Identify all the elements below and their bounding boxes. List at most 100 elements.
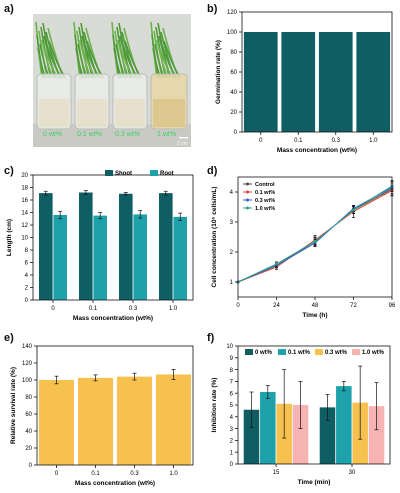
panel-label-d: d) [207, 165, 218, 177]
y-tick-label: 0 [230, 462, 234, 468]
legend-marker [246, 182, 249, 186]
bar [93, 215, 107, 300]
y-axis-label: Cell concentration (10⁵ cells/mL) [211, 187, 218, 288]
panel-label-a: a) [4, 3, 14, 15]
bar [319, 407, 336, 464]
legend-marker [246, 198, 249, 202]
y-tick-label: 10 [226, 344, 233, 350]
x-axis-label: Time (h) [302, 312, 327, 319]
y-tick-label: 6 [230, 391, 234, 397]
chart-c-length: 0 0.1 0.3 1.0 0 2 4 6 8 10 12 14 16 18 20 Length (cm) Ma… [6, 170, 194, 322]
y-tick-label: 20 [21, 173, 28, 179]
y-tick-label: 4 [230, 190, 234, 196]
chart-e-survival: 0 0.1 0.3 1.0 0 20 40 60 80 100 120 140 Relative sur… [10, 344, 194, 487]
y-tick-label: 3 [230, 427, 234, 433]
y-tick-label: 4 [230, 415, 234, 421]
photo-label-0-1: 0.1 wt% [77, 131, 102, 138]
y-tick-label: 2 [230, 439, 234, 445]
y-axis-label: Germination rate (%) [215, 40, 222, 104]
legend-label: 0.1 wt% [255, 190, 275, 196]
bar [173, 216, 187, 300]
bar [318, 32, 353, 132]
x-axis-label: Mass concentration (wt%) [277, 147, 357, 154]
legend-label: Root [160, 171, 174, 177]
legend-marker [246, 206, 249, 210]
y-tick-label: 14 [21, 211, 28, 217]
x-tick-label: 48 [312, 303, 319, 309]
x-tick-label: 72 [350, 303, 357, 309]
y-tick-label: 0 [25, 298, 29, 304]
bar [159, 193, 173, 300]
panel-label-e: e) [4, 332, 14, 344]
photo-label-0-3: 0.3 wt% [115, 131, 140, 138]
y-tick-label: 2 [25, 286, 29, 292]
y-tick-label: 140 [22, 344, 33, 350]
y-tick-label: 20 [25, 446, 32, 452]
bar [243, 32, 278, 132]
legend-swatch [150, 170, 158, 176]
legend-label: 0 wt% [255, 350, 273, 356]
y-tick-label: 20 [230, 110, 237, 116]
x-tick-label: 0 [259, 138, 263, 144]
y-tick-label: 16 [21, 198, 28, 204]
legend-label: 0.3 wt% [325, 350, 348, 356]
bar [356, 32, 391, 132]
y-tick-label: 40 [25, 429, 32, 435]
x-tick-label: 96 [389, 303, 396, 309]
bar [53, 215, 67, 300]
legend-label: 1.0 wt% [362, 350, 385, 356]
legend-swatch [245, 349, 253, 355]
x-tick-label: 24 [273, 303, 280, 309]
panel-label-f: f) [207, 332, 215, 344]
y-tick-label: 1 [230, 280, 234, 286]
bar [38, 380, 75, 465]
x-tick-label: 1.0 [169, 306, 178, 312]
legend-swatch [352, 349, 360, 355]
y-tick-label: 1 [230, 450, 234, 456]
y-tick-label: 100 [227, 30, 238, 36]
x-axis-label: Mass concentration (wt%) [75, 480, 155, 487]
bar [133, 214, 147, 300]
legend-label: 1.0 wt% [255, 206, 275, 212]
y-tick-label: 80 [230, 50, 237, 56]
y-tick-label: 10 [21, 236, 28, 242]
x-tick-label: 0 [51, 306, 55, 312]
y-tick-label: 0 [234, 130, 238, 136]
containers [36, 73, 188, 130]
seedling-photo: 0 wt% 0.1 wt% 0.3 wt% 1 wt% 2 cm [33, 14, 191, 147]
x-axis-label: Mass concentration (wt%) [73, 315, 153, 322]
y-tick-label: 0 [29, 463, 33, 469]
y-tick-label: 80 [25, 395, 32, 401]
legend-label: Shoot [115, 171, 132, 177]
bar [368, 406, 385, 464]
chart-e-frame [36, 345, 194, 466]
legend-swatch [105, 170, 113, 176]
x-tick-label: 0.1 [294, 138, 303, 144]
y-tick-label: 60 [230, 70, 237, 76]
x-tick-label: 0 [55, 471, 59, 477]
y-axis-label: Inhibition rate (%) [211, 378, 218, 433]
data-point [313, 240, 317, 243]
x-tick-label: 1.0 [369, 138, 378, 144]
scale-bar [179, 137, 188, 139]
bar [260, 392, 276, 464]
legend-label: 0.1 wt% [288, 350, 311, 356]
chart-d-cell-concentration: 0 24 48 72 96 1 2 3 4 Cell concentration (10⁵ cel… [211, 176, 396, 319]
y-tick-label: 5 [230, 403, 234, 409]
bar [119, 193, 133, 300]
x-tick-label: 30 [349, 470, 356, 476]
bar [281, 32, 316, 132]
y-tick-label: 40 [230, 90, 237, 96]
x-tick-label: 0.1 [91, 471, 100, 477]
photo-label-1: 1 wt% [157, 131, 176, 138]
data-point [275, 262, 278, 266]
bar [116, 376, 153, 465]
photo-label-0: 0 wt% [43, 131, 62, 138]
y-tick-label: 120 [22, 361, 33, 367]
y-tick-label: 8 [230, 368, 234, 374]
y-axis-label: Length (cm) [6, 219, 13, 256]
y-tick-label: 9 [230, 356, 234, 362]
y-tick-label: 18 [21, 186, 28, 192]
legend-swatch [315, 349, 323, 355]
y-tick-label: 4 [25, 273, 29, 279]
